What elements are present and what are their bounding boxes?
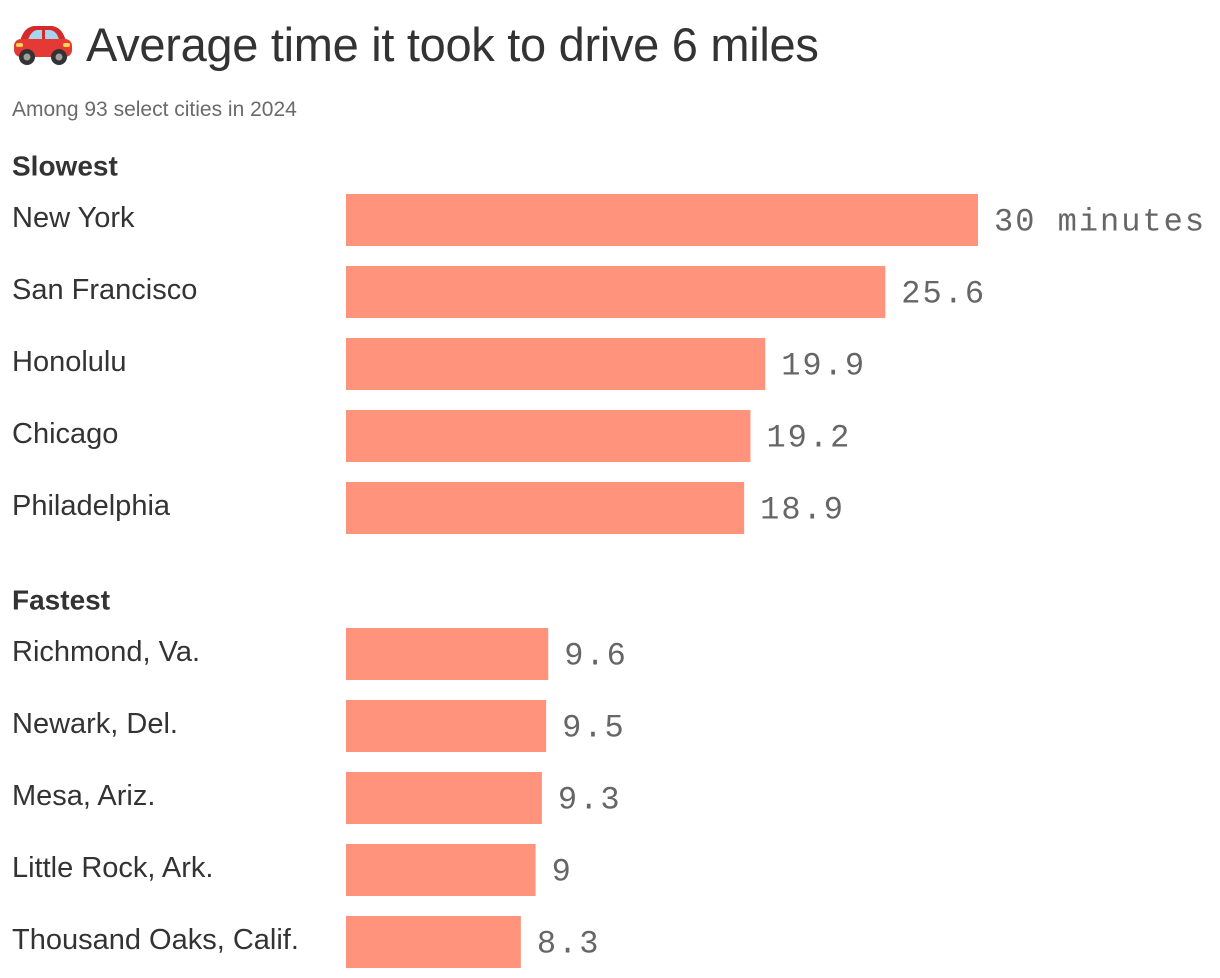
bar-newark-del bbox=[346, 700, 547, 752]
value-label-little-rock-ark: 9 bbox=[552, 854, 573, 891]
bar-san-francisco bbox=[346, 266, 886, 318]
value-label-san-francisco: 25.6 bbox=[901, 276, 986, 313]
category-label-little-rock-ark: Little Rock, Ark. bbox=[12, 852, 213, 884]
category-label-thousand-oaks-calif: Thousand Oaks, Calif. bbox=[12, 924, 299, 956]
group-slowest: Slowest New York 30 minutes San Francisco 25… bbox=[12, 151, 1206, 534]
bar-philadelphia bbox=[346, 482, 745, 534]
value-label-honolulu: 19.9 bbox=[781, 348, 866, 385]
category-label-philadelphia: Philadelphia bbox=[12, 490, 171, 522]
bar-little-rock-ark bbox=[346, 844, 536, 896]
category-label-chicago: Chicago bbox=[12, 418, 118, 450]
category-label-newark-del: Newark, Del. bbox=[12, 708, 178, 740]
value-label-thousand-oaks-calif: 8.3 bbox=[537, 926, 601, 963]
category-label-san-francisco: San Francisco bbox=[12, 274, 197, 306]
category-label-mesa-ariz: Mesa, Ariz. bbox=[12, 780, 155, 812]
bar-chicago bbox=[346, 410, 751, 462]
category-label-honolulu: Honolulu bbox=[12, 346, 126, 378]
bar-richmond-va bbox=[346, 628, 549, 680]
group-label-fastest: Fastest bbox=[12, 585, 110, 616]
value-label-richmond-va: 9.6 bbox=[564, 638, 628, 675]
value-label-new-york: 30 minutes bbox=[994, 204, 1206, 241]
value-label-newark-del: 9.5 bbox=[562, 710, 626, 747]
value-label-chicago: 19.2 bbox=[766, 420, 851, 457]
group-label-slowest: Slowest bbox=[12, 151, 118, 182]
category-label-richmond-va: Richmond, Va. bbox=[12, 636, 200, 668]
chart-subtitle: Among 93 select cities in 2024 bbox=[12, 98, 297, 121]
chart-title: Average time it took to drive 6 miles bbox=[86, 17, 819, 71]
title-row: Average time it took to drive 6 miles bbox=[12, 14, 819, 74]
value-label-philadelphia: 18.9 bbox=[760, 492, 845, 529]
car-icon bbox=[14, 26, 72, 65]
bar-new-york bbox=[346, 194, 978, 246]
bar-honolulu bbox=[346, 338, 766, 390]
value-label-mesa-ariz: 9.3 bbox=[558, 782, 622, 819]
category-label-new-york: New York bbox=[12, 202, 135, 234]
bar-thousand-oaks-calif bbox=[346, 916, 521, 968]
bar-mesa-ariz bbox=[346, 772, 542, 824]
group-fastest: Fastest Richmond, Va. 9.6 Newark, Del. 9.5 Me… bbox=[12, 585, 628, 968]
